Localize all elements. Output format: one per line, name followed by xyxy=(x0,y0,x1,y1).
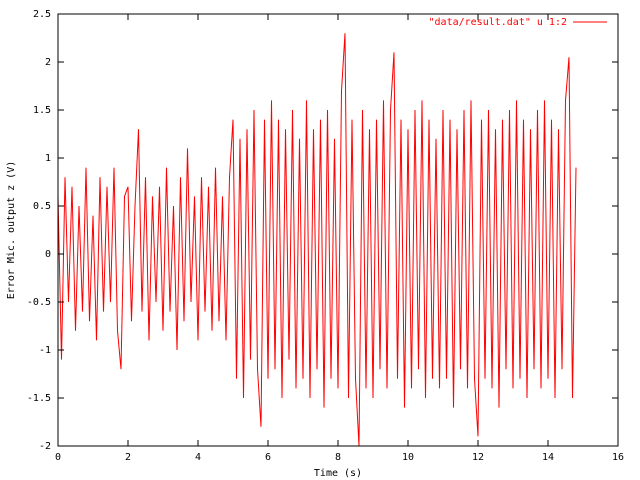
x-tick-label: 10 xyxy=(402,452,414,463)
x-tick-label: 16 xyxy=(612,452,624,463)
y-tick-label: -1 xyxy=(39,345,51,356)
y-tick-label: -0.5 xyxy=(27,297,51,308)
plot-border xyxy=(57,13,619,447)
x-tick-label: 8 xyxy=(335,452,341,463)
x-tick-label: 6 xyxy=(265,452,271,463)
y-tick-label: -2 xyxy=(39,441,51,452)
x-tick-label: 4 xyxy=(195,452,201,463)
x-axis-label: Time (s) xyxy=(314,468,362,479)
y-tick-label: 0.5 xyxy=(33,201,51,212)
legend-label: "data/result.dat" u 1:2 xyxy=(429,17,567,28)
y-axis-label: Error Mic. output z (V) xyxy=(6,161,17,299)
y-tick-label: 1.5 xyxy=(33,105,51,116)
y-tick-label: 2.5 xyxy=(33,9,51,20)
x-tick-label: 0 xyxy=(55,452,61,463)
y-tick-label: -1.5 xyxy=(27,393,51,404)
data-line xyxy=(57,33,577,447)
x-tick-label: 12 xyxy=(472,452,484,463)
y-tick-label: 1 xyxy=(45,153,51,164)
y-tick-label: 2 xyxy=(45,57,51,68)
y-tick-label: 0 xyxy=(45,249,51,260)
x-tick-label: 2 xyxy=(125,452,131,463)
x-tick-label: 14 xyxy=(542,452,554,463)
